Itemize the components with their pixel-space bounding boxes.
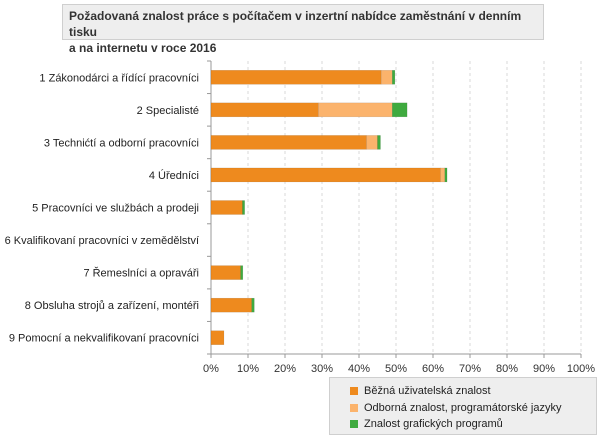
bar-bezna — [210, 70, 382, 85]
bar-odborna — [366, 135, 378, 150]
legend-item-bezna: Běžná uživatelská znalost — [350, 383, 596, 400]
legend-swatch-bezna — [350, 387, 358, 396]
chart-title-line-2: a na internetu v roce 2016 — [69, 41, 217, 55]
x-tick-label: 100% — [567, 363, 595, 375]
category-label: 3 Technićtí a odborní pracovníci — [44, 137, 199, 149]
tick-labels: 0% 10% 20% 30% 40% 50% 60% 70% 80% 90% 100% — [203, 363, 595, 375]
bar-bezna — [210, 200, 243, 215]
x-tick-label: 30% — [311, 363, 333, 375]
x-tick-label: 50% — [385, 363, 407, 375]
category-label: 1 Zákonodárci a řídící pracovníci — [39, 72, 199, 84]
x-tick-label: 0% — [203, 363, 219, 375]
bar-graficke — [392, 70, 396, 85]
category-label: 8 Obsluha strojů a zařízení, montéři — [25, 300, 199, 312]
category-label: 6 Kvalifikovaní pracovníci v zemědělství — [5, 235, 199, 247]
legend-item-odborna: Odborná znalost, programátorské jazyky — [350, 400, 596, 417]
bars — [210, 70, 448, 345]
x-tick-label: 60% — [422, 363, 444, 375]
category-label: 5 Pracovníci ve službách a prodeji — [32, 203, 199, 215]
x-tick-label: 80% — [496, 363, 518, 375]
legend-swatch-graficke — [350, 420, 358, 429]
bar-bezna — [210, 297, 252, 313]
legend-item-graficke: Znalost grafických programů — [350, 416, 596, 433]
bar-bezna — [210, 135, 367, 150]
bar-graficke — [240, 265, 244, 280]
bar-graficke — [444, 167, 448, 183]
x-tick-label: 40% — [348, 363, 370, 375]
x-tick-label: 70% — [459, 363, 481, 375]
bar-bezna — [210, 167, 441, 183]
bar-graficke — [392, 102, 408, 118]
x-tick-label: 90% — [533, 363, 555, 375]
legend-label-odborna: Odborná znalost, programátorské jazyky — [364, 401, 562, 414]
bar-graficke — [377, 135, 381, 150]
chart-title: Požadovaná znalost práce s počítačem v i… — [62, 4, 544, 55]
bar-bezna — [210, 102, 319, 118]
x-tick-label: 20% — [274, 363, 296, 375]
bar-bezna — [210, 330, 225, 345]
bar-graficke — [242, 200, 245, 215]
category-label: 7 Řemeslníci a opraváři — [83, 267, 199, 280]
x-tick-label: 10% — [237, 363, 259, 375]
category-labels: 1 Zákonodárci a řídící pracovníci 2 Speci… — [5, 72, 199, 344]
legend-swatch-odborna — [350, 403, 358, 412]
category-label: 2 Specialisté — [137, 105, 199, 117]
legend: Běžná uživatelská znalost Odborná znalos… — [329, 377, 597, 435]
category-label: 4 Úředníci — [149, 169, 199, 182]
legend-label-bezna: Běžná uživatelská znalost — [364, 385, 491, 398]
chart-title-line-1: Požadovaná znalost práce s počítačem v i… — [69, 9, 522, 39]
bar-bezna — [210, 265, 241, 280]
bar-odborna — [380, 70, 393, 85]
category-label: 9 Pomocní a nekvalifikovaní pracovníci — [9, 333, 199, 345]
bar-odborna — [440, 167, 446, 183]
bar-odborna — [318, 102, 393, 118]
bar-graficke — [251, 297, 255, 313]
legend-label-graficke: Znalost grafických programů — [364, 418, 503, 431]
